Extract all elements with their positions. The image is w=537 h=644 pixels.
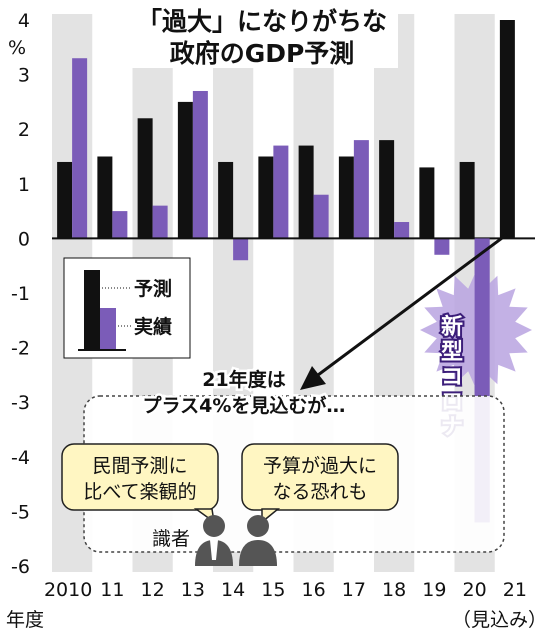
bar-実績-12 bbox=[152, 205, 168, 239]
covid-label-char: 型 bbox=[441, 340, 463, 365]
y-axis-unit: % bbox=[8, 37, 26, 59]
y-tick--5: -5 bbox=[11, 501, 30, 523]
opinion-2-text: 予算が過大に bbox=[263, 455, 377, 477]
legend-swatch-actual bbox=[100, 308, 116, 350]
bar-実績-17 bbox=[353, 140, 369, 239]
x-tick-12: 12 bbox=[141, 579, 165, 601]
bar-予測-20 bbox=[459, 161, 475, 239]
person-2-body bbox=[239, 540, 277, 566]
bar-予測-14 bbox=[218, 161, 234, 239]
bar-実績-14 bbox=[233, 238, 249, 261]
y-tick--3: -3 bbox=[11, 392, 30, 414]
y-tick-0: 0 bbox=[18, 228, 30, 250]
bar-予測-12 bbox=[137, 118, 153, 239]
bar-予測-13 bbox=[177, 101, 193, 239]
x-tick-labels: 2010 11 12 13 14 15 16 17 18 19 20 21 bbox=[44, 579, 527, 601]
bar-予測-19 bbox=[419, 167, 435, 239]
legend-label-forecast: 予測 bbox=[134, 277, 172, 300]
x-axis-note: （見込み） bbox=[452, 609, 537, 631]
y-tick--1: -1 bbox=[11, 283, 30, 305]
x-tick-16: 16 bbox=[302, 579, 326, 601]
x-tick-14: 14 bbox=[221, 579, 245, 601]
x-axis-label: 年度 bbox=[6, 609, 44, 631]
x-tick-18: 18 bbox=[382, 579, 406, 601]
covid-label-char: コ bbox=[441, 365, 463, 390]
x-tick-19: 19 bbox=[422, 579, 446, 601]
y-tick-2: 2 bbox=[18, 119, 30, 141]
legend-label-actual: 実績 bbox=[134, 315, 172, 338]
opinion-2-bubble bbox=[241, 443, 399, 511]
experts-label: 識者 bbox=[152, 528, 190, 550]
title-background bbox=[118, 4, 398, 68]
bar-実績-13 bbox=[192, 90, 208, 239]
bar-予測-11 bbox=[97, 156, 113, 239]
x-tick-13: 13 bbox=[181, 579, 205, 601]
arrow-head bbox=[300, 366, 326, 390]
opinion-1-text: 比べて楽観的 bbox=[83, 481, 196, 503]
y-tick-4: 4 bbox=[18, 10, 30, 32]
chart-title: 「過大」になりがちな政府のGDP予測 bbox=[137, 7, 387, 68]
legend-box bbox=[63, 257, 191, 359]
bar-実績-18 bbox=[394, 222, 410, 239]
x-tick-20: 20 bbox=[463, 579, 487, 601]
covid-label-char: 新 bbox=[441, 314, 463, 340]
y-tick-1: 1 bbox=[18, 174, 30, 196]
person-1-tie bbox=[210, 540, 218, 560]
person-2-head bbox=[247, 515, 269, 537]
x-tick-2010: 2010 bbox=[44, 579, 92, 601]
opinion-1-text: 民間予測に bbox=[92, 455, 187, 477]
x-tick-17: 17 bbox=[342, 579, 366, 601]
bar-実績-15 bbox=[273, 145, 289, 239]
y-tick-3: 3 bbox=[18, 65, 30, 87]
x-tick-15: 15 bbox=[261, 579, 285, 601]
bar-実績-16 bbox=[313, 194, 329, 239]
y-tick--4: -4 bbox=[11, 447, 30, 469]
bar-予測-21 bbox=[499, 20, 515, 239]
bar-予測-18 bbox=[379, 140, 395, 239]
bar-予測-16 bbox=[298, 145, 314, 239]
bar-実績-11 bbox=[112, 211, 128, 239]
note-line: 21年度は bbox=[202, 368, 285, 391]
opinion-2-text: なる恐れも bbox=[272, 481, 367, 503]
bar-実績-19 bbox=[434, 238, 450, 255]
bar-予測-17 bbox=[338, 156, 354, 239]
note-line: プラス4%を見込むが… bbox=[143, 394, 346, 417]
x-tick-11: 11 bbox=[100, 579, 124, 601]
y-tick--6: -6 bbox=[11, 556, 30, 578]
bar-実績-2010 bbox=[72, 58, 88, 239]
y-tick--2: -2 bbox=[11, 338, 30, 360]
bar-予測-15 bbox=[258, 156, 274, 239]
arrow-line bbox=[313, 233, 508, 380]
legend-swatch-forecast bbox=[84, 270, 100, 350]
person-1-head bbox=[203, 515, 225, 537]
x-tick-21: 21 bbox=[503, 579, 527, 601]
bar-予測-2010 bbox=[57, 161, 73, 239]
y-tick-labels: 4 3 2 1 0 -1 -2 -3 -4 -5 -6 bbox=[11, 10, 30, 578]
opinion-1-bubble bbox=[61, 443, 219, 511]
